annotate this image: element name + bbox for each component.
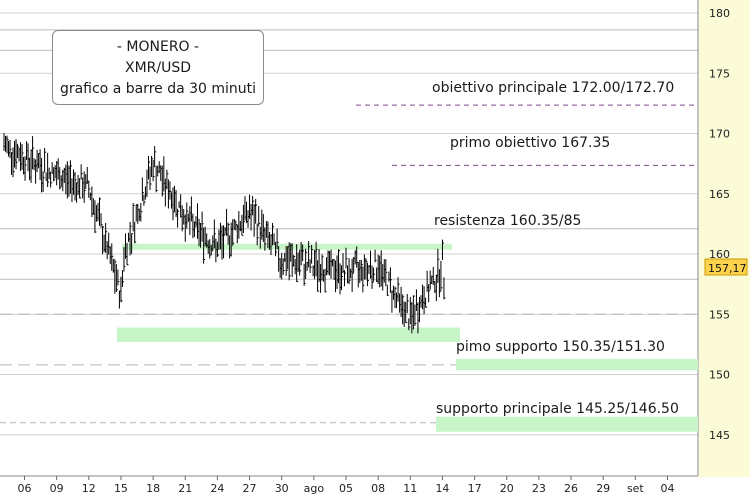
x-tick-label: 18	[146, 482, 160, 495]
first-target-annotation: primo obiettivo 167.35	[450, 135, 610, 151]
x-tick-label: set	[627, 482, 644, 495]
y-axis-ticks: 180 175 170 165 160 155 150 145	[709, 7, 730, 442]
x-tick-label: 27	[243, 482, 257, 495]
target-lines	[356, 104, 698, 166]
current-price-box	[704, 258, 748, 276]
x-tick-label: 14	[435, 482, 449, 495]
y-tick-label: 150	[709, 369, 730, 382]
x-tick-label: 29	[596, 482, 610, 495]
first-support-zone	[456, 358, 698, 371]
x-tick-label: 05	[339, 482, 353, 495]
price-bars	[3, 133, 446, 334]
x-tick-label: 21	[178, 482, 192, 495]
x-tick-label: 20	[500, 482, 514, 495]
main-support-annotation: supporto principale 145.25/146.50	[436, 401, 679, 417]
x-axis-ticks: 06 09 12 15 18 21 24 27 30 ago 05 08 11 14 17 20 23 26 29 s…	[18, 476, 675, 495]
x-tick-label: 11	[403, 482, 417, 495]
x-tick-label: 30	[275, 482, 289, 495]
x-tick-label: 09	[50, 482, 64, 495]
title-line-2: XMR/USD	[124, 60, 192, 76]
y-tick-label: 170	[709, 128, 730, 141]
first-support-annotation: pimo supporto 150.35/151.30	[456, 339, 665, 355]
title-line-3: grafico a barre da 30 minuti	[59, 81, 257, 97]
x-tick-label: 24	[210, 482, 224, 495]
y-tick-label: 180	[709, 7, 730, 20]
resistance-annotation: resistenza 160.35/85	[434, 213, 581, 229]
x-tick-label: 23	[532, 482, 546, 495]
resistance-zone	[122, 243, 452, 250]
x-axis-panel	[0, 477, 750, 500]
y-tick-label: 160	[709, 248, 730, 261]
y-tick-label: 155	[709, 308, 730, 321]
title-line-1: - MONERO -	[116, 39, 200, 55]
x-tick-label: ago	[304, 482, 325, 495]
main-target-annotation: obiettivo principale 172.00/172.70	[432, 80, 674, 96]
current-price-label: 157,17	[708, 262, 747, 275]
lower-support-zone	[117, 327, 460, 342]
x-tick-label: 04	[661, 482, 675, 495]
support-resistance-zones	[117, 243, 698, 432]
x-tick-label: 15	[114, 482, 128, 495]
x-tick-label: 17	[468, 482, 482, 495]
y-tick-label: 175	[709, 67, 730, 80]
x-tick-label: 06	[18, 482, 32, 495]
y-axis-panel	[699, 0, 750, 500]
x-tick-label: 08	[371, 482, 385, 495]
y-tick-label: 165	[709, 188, 730, 201]
y-tick-label: 145	[709, 429, 730, 442]
x-tick-label: 12	[82, 482, 96, 495]
x-tick-label: 26	[564, 482, 578, 495]
main-support-zone	[436, 416, 698, 432]
chart-title-box: - MONERO - XMR/USD grafico a barre da 30…	[52, 30, 264, 105]
